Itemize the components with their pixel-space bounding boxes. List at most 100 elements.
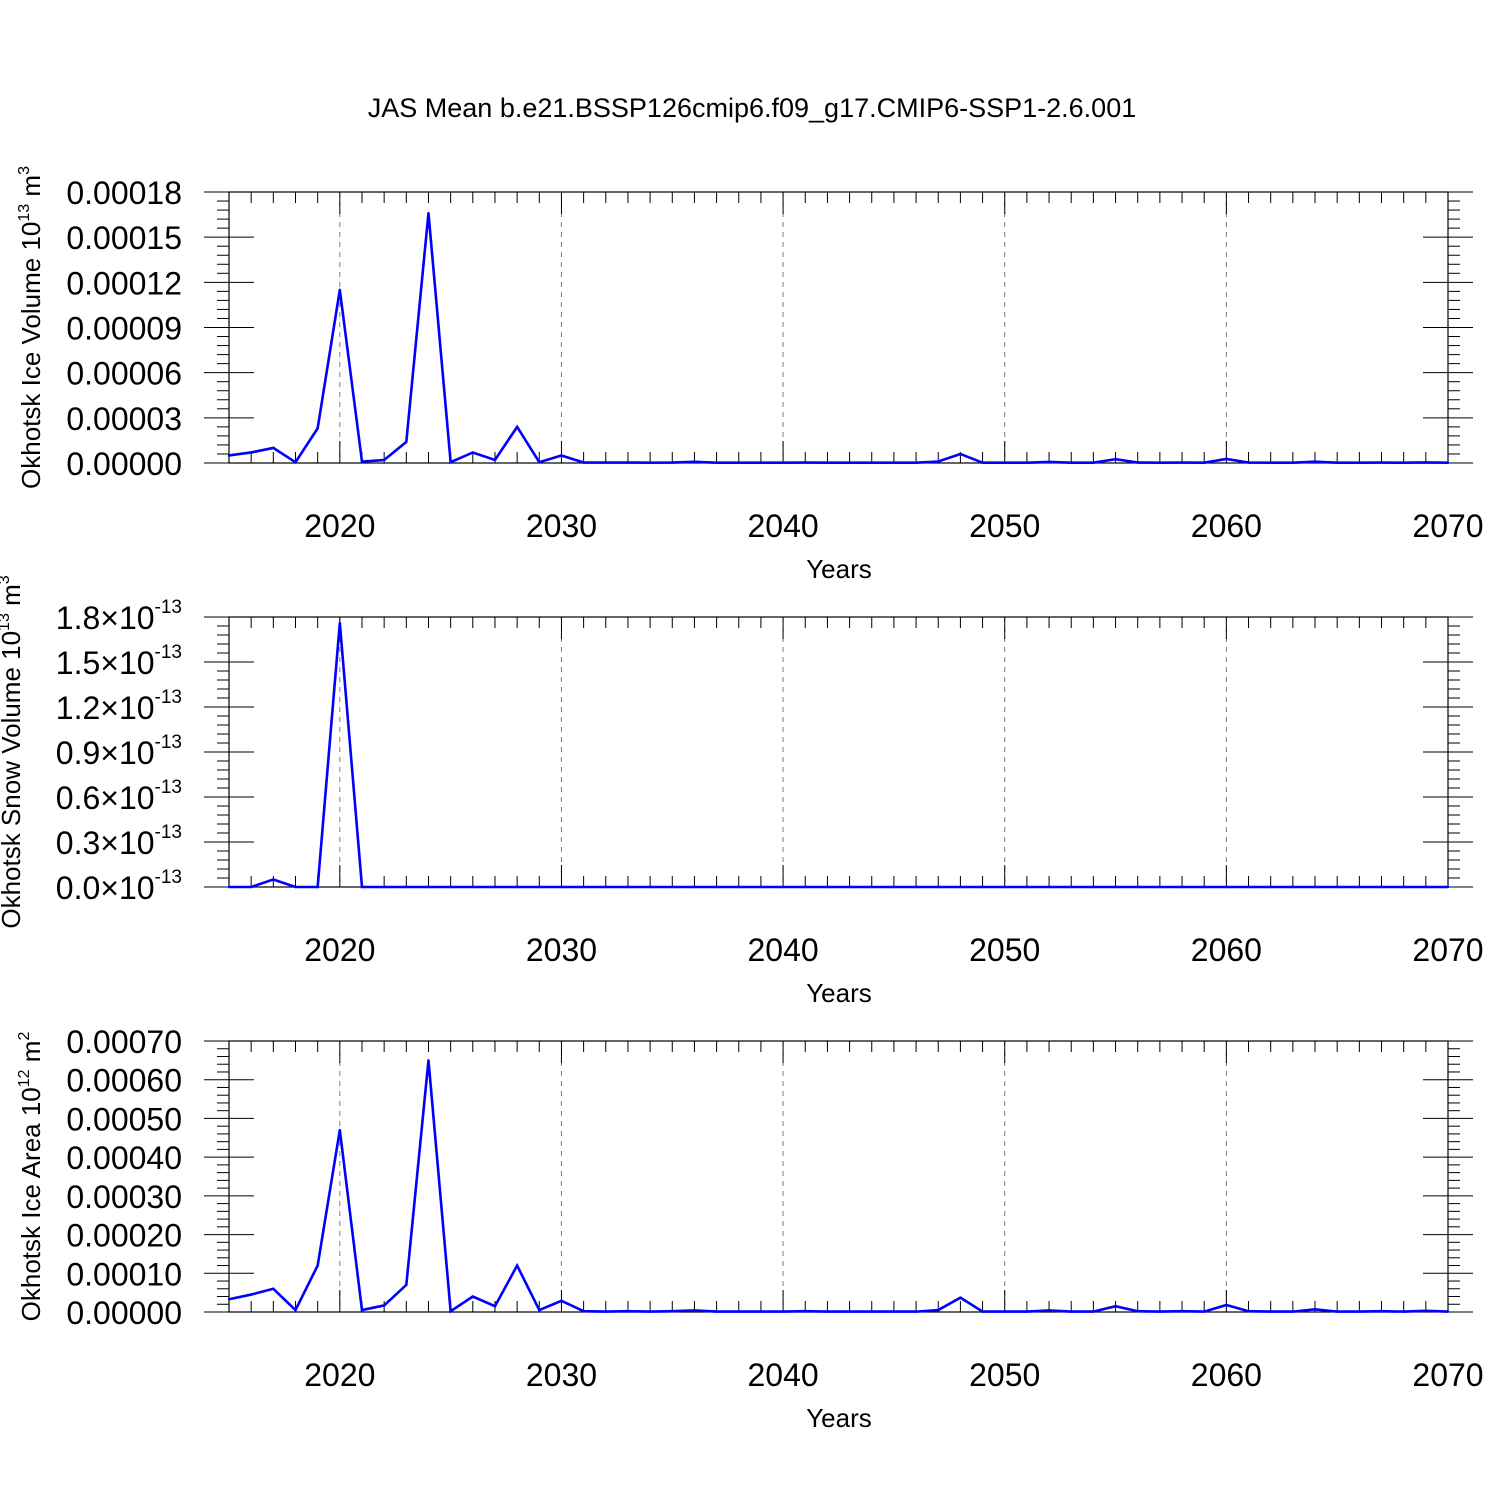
data-point: [427, 1059, 430, 1062]
data-point: [892, 1310, 896, 1313]
plot-frame: [228, 191, 1449, 464]
data-point: [892, 461, 896, 464]
data-point: [1003, 1310, 1006, 1313]
y-tick-label: 0.00012: [66, 265, 182, 301]
data-point: [1225, 885, 1228, 889]
data-point: [1402, 885, 1405, 889]
data-point: [294, 461, 297, 464]
data-point: [1402, 461, 1405, 464]
chart-title: JAS Mean b.e21.BSSP126cmip6.f09_g17.CMIP…: [368, 93, 1136, 123]
x-tick-label: 2030: [526, 1357, 597, 1393]
data-point: [272, 446, 275, 450]
data-point: [959, 1296, 962, 1299]
data-point: [249, 885, 253, 889]
data-point: [1180, 461, 1184, 464]
data-point: [826, 885, 829, 889]
y-tick-label: 0.00003: [66, 401, 182, 437]
data-point: [1313, 1308, 1317, 1311]
data-point: [1070, 885, 1073, 889]
data-point: [715, 1310, 718, 1313]
data-point: [1380, 1310, 1383, 1313]
data-point: [626, 885, 630, 889]
data-point: [1158, 1310, 1162, 1313]
data-point: [759, 461, 763, 464]
data-point: [781, 885, 785, 889]
data-point: [471, 451, 474, 454]
data-point: [1070, 461, 1073, 464]
data-point: [914, 885, 918, 889]
data-point: [1424, 461, 1428, 464]
data-point: [249, 451, 253, 454]
data-point: [671, 461, 674, 464]
y-tick-label: 0.00030: [66, 1179, 182, 1215]
data-point: [1203, 885, 1206, 889]
data-point: [1446, 1310, 1450, 1313]
x-tick-label: 2060: [1191, 508, 1262, 544]
data-point: [737, 885, 740, 889]
data-point: [737, 1310, 740, 1313]
x-tick-label: 2050: [969, 508, 1040, 544]
data-point: [671, 885, 674, 889]
data-point: [1313, 885, 1317, 889]
series-line: [228, 212, 1449, 465]
data-point: [1424, 1309, 1428, 1313]
data-point: [804, 1310, 807, 1313]
y-tick-label: 0.00070: [66, 1024, 182, 1060]
data-point: [892, 885, 896, 889]
data-point: [1269, 885, 1272, 889]
data-point: [582, 461, 585, 464]
data-point: [493, 458, 497, 462]
data-point: [626, 1310, 630, 1313]
data-point: [560, 454, 563, 457]
data-point: [360, 460, 364, 463]
x-tick-label: 2020: [304, 1357, 375, 1393]
y-tick-label: 1.2×10-13: [56, 687, 182, 726]
data-point: [1424, 885, 1428, 889]
data-point: [227, 454, 231, 457]
y-tick-label: 0.3×10-13: [56, 822, 182, 861]
data-point: [1358, 885, 1361, 889]
data-point: [1335, 885, 1339, 889]
data-point: [648, 461, 652, 464]
data-point: [1313, 460, 1317, 463]
data-point: [1247, 461, 1250, 464]
x-tick-label: 2020: [304, 508, 375, 544]
y-tick-label: 0.6×10-13: [56, 777, 182, 816]
y-tick-label: 0.00009: [66, 311, 182, 347]
data-point: [1070, 1310, 1073, 1313]
data-point: [1025, 461, 1029, 464]
data-point: [1291, 461, 1295, 464]
x-tick-label: 2060: [1191, 1357, 1262, 1393]
data-point: [560, 1299, 563, 1302]
y-tick-label: 0.00050: [66, 1101, 182, 1137]
data-point: [1358, 1310, 1361, 1313]
data-point: [1136, 461, 1139, 464]
data-point: [715, 461, 718, 464]
x-tick-label: 2070: [1412, 508, 1483, 544]
x-tick-label: 2030: [526, 932, 597, 968]
data-point: [937, 1308, 940, 1312]
data-point: [604, 1310, 607, 1313]
y-tick-label: 0.00006: [66, 356, 182, 392]
series-line: [228, 1060, 1449, 1314]
data-point: [1136, 885, 1139, 889]
data-point: [1003, 461, 1006, 464]
data-point: [693, 460, 696, 463]
x-tick-label: 2030: [526, 508, 597, 544]
data-point: [1025, 885, 1029, 889]
x-axis-label: Years: [806, 1403, 872, 1433]
data-point: [671, 1310, 674, 1313]
data-point: [1380, 461, 1383, 464]
data-point: [870, 1310, 873, 1313]
data-point: [826, 1310, 829, 1313]
data-point: [1225, 457, 1228, 461]
data-point: [914, 461, 918, 464]
data-point: [1247, 885, 1250, 889]
data-point: [1180, 1310, 1184, 1313]
data-point: [1047, 885, 1051, 889]
data-point: [781, 1310, 785, 1313]
data-point: [538, 461, 541, 464]
plot-frame: [228, 1040, 1449, 1313]
data-point: [870, 461, 873, 464]
data-point: [493, 885, 497, 889]
